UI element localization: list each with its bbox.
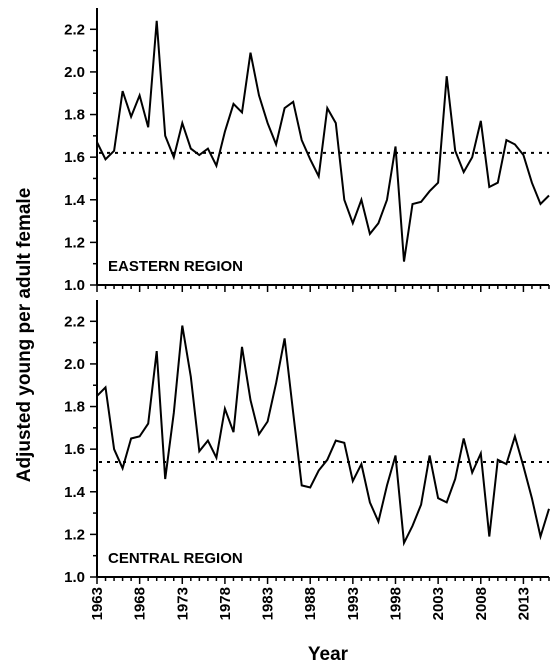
central-x-tick-label: 1978	[217, 587, 234, 620]
central-x-tick-label: 1983	[260, 587, 277, 620]
central-y-tick-label: 1.0	[64, 569, 85, 586]
central-x-tick-label: 1963	[89, 587, 106, 620]
central-x-tick-label: 2008	[473, 587, 490, 620]
central-x-tick-label: 1993	[345, 587, 362, 620]
eastern-y-tick-label: 1.4	[64, 192, 86, 209]
central-region-label: CENTRAL REGION	[108, 550, 243, 567]
eastern-y-tick-label: 1.0	[64, 277, 85, 294]
y-axis-title: Adjusted young per adult female	[14, 188, 35, 483]
central-y-tick-label: 1.6	[64, 441, 85, 458]
central-x-tick-label: 1988	[302, 587, 319, 620]
eastern-y-tick-label: 1.6	[64, 149, 85, 166]
central-x-tick-label: 1968	[132, 587, 149, 620]
eastern-y-tick-label: 1.8	[64, 107, 85, 124]
central-y-tick-label: 1.8	[64, 399, 85, 416]
eastern-region-panel: 1.0 1.2 1.4 1.6 1.8 2.0 2.2 EASTERN REGION	[64, 8, 550, 294]
central-region-panel: 1.0 1.2 1.4 1.6 1.8 2.0 2.2 1963 1968 1973 1978 198…	[64, 300, 550, 620]
eastern-y-tick-label: 1.2	[64, 234, 85, 251]
central-series-line	[96, 325, 550, 547]
eastern-y-tick-label: 2.0	[64, 64, 85, 81]
eastern-y-tick-label: 2.2	[64, 21, 85, 38]
central-x-tick-label: 1973	[174, 587, 191, 620]
central-x-tick-label: 1998	[387, 587, 404, 620]
eastern-series-line	[96, 20, 550, 262]
central-y-tick-label: 1.2	[64, 526, 85, 543]
eastern-region-label: EASTERN REGION	[108, 258, 243, 275]
central-x-tick-label: 2013	[515, 587, 532, 620]
central-y-tick-label: 2.0	[64, 356, 85, 373]
central-y-tick-label: 1.4	[64, 484, 86, 501]
central-x-tick-label: 2003	[430, 587, 447, 620]
x-axis-title: Year	[308, 644, 349, 664]
central-y-tick-label: 2.2	[64, 313, 85, 330]
